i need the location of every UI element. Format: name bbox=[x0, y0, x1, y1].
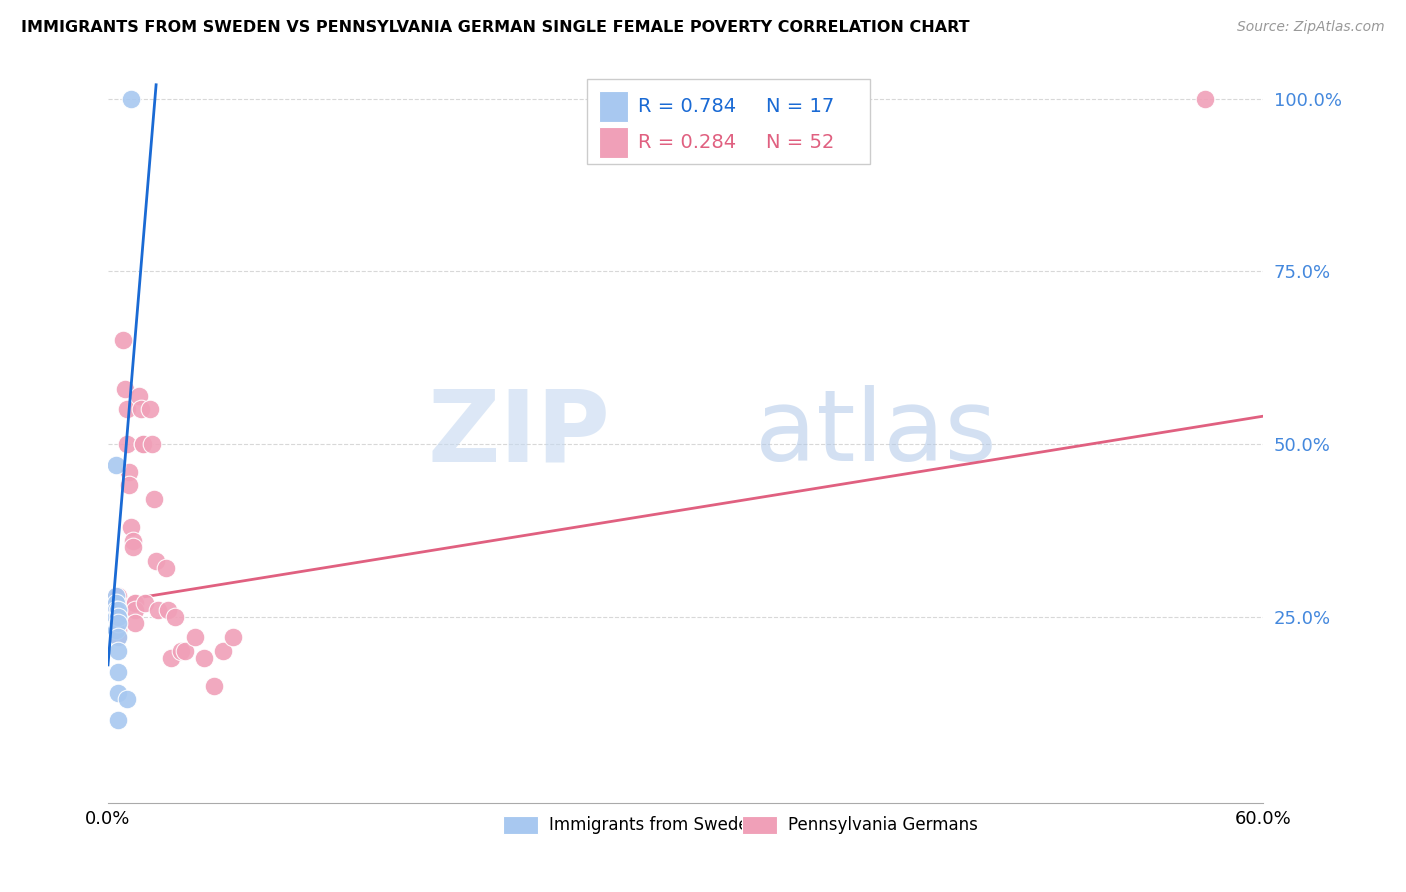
Point bbox=[104, 609, 127, 624]
Point bbox=[122, 533, 145, 548]
Text: ZIP: ZIP bbox=[427, 385, 610, 482]
Point bbox=[115, 402, 138, 417]
Point bbox=[146, 602, 169, 616]
Point bbox=[104, 602, 127, 616]
Text: Source: ZipAtlas.com: Source: ZipAtlas.com bbox=[1237, 20, 1385, 34]
Text: R = 0.784: R = 0.784 bbox=[638, 96, 737, 116]
Point bbox=[120, 520, 142, 534]
Point bbox=[118, 465, 141, 479]
Point bbox=[107, 624, 129, 638]
Point bbox=[118, 478, 141, 492]
Point bbox=[115, 437, 138, 451]
Point bbox=[104, 596, 127, 610]
Text: N = 17: N = 17 bbox=[766, 96, 834, 116]
Point bbox=[128, 388, 150, 402]
Point bbox=[107, 602, 129, 616]
Point bbox=[170, 644, 193, 658]
Point bbox=[174, 644, 197, 658]
Point bbox=[104, 624, 127, 638]
Point bbox=[107, 644, 129, 658]
Point bbox=[124, 616, 146, 631]
Point bbox=[124, 602, 146, 616]
Point bbox=[131, 437, 153, 451]
Point bbox=[107, 685, 129, 699]
Point bbox=[212, 644, 235, 658]
Point bbox=[141, 437, 163, 451]
Point bbox=[155, 561, 177, 575]
Text: atlas: atlas bbox=[755, 385, 997, 482]
Point bbox=[104, 596, 127, 610]
Point bbox=[156, 602, 179, 616]
Point bbox=[134, 596, 156, 610]
Point bbox=[107, 624, 129, 638]
Point bbox=[124, 596, 146, 610]
Point bbox=[104, 589, 127, 603]
Point bbox=[104, 589, 127, 603]
Point bbox=[107, 609, 129, 624]
Text: R = 0.284: R = 0.284 bbox=[638, 133, 737, 152]
Point bbox=[104, 609, 127, 624]
Point bbox=[193, 651, 215, 665]
Point bbox=[104, 609, 127, 624]
Text: IMMIGRANTS FROM SWEDEN VS PENNSYLVANIA GERMAN SINGLE FEMALE POVERTY CORRELATION : IMMIGRANTS FROM SWEDEN VS PENNSYLVANIA G… bbox=[21, 20, 970, 35]
Point bbox=[145, 554, 167, 568]
Point bbox=[107, 630, 129, 644]
Point bbox=[104, 609, 127, 624]
Point bbox=[1194, 92, 1216, 106]
Point bbox=[139, 402, 162, 417]
Point bbox=[107, 616, 129, 631]
Text: Pennsylvania Germans: Pennsylvania Germans bbox=[787, 816, 977, 834]
Point bbox=[131, 437, 153, 451]
Point bbox=[104, 602, 127, 616]
Point bbox=[114, 382, 136, 396]
Point bbox=[124, 596, 146, 610]
Point bbox=[122, 541, 145, 555]
Point bbox=[115, 692, 138, 706]
Point bbox=[183, 630, 205, 644]
Point bbox=[104, 609, 127, 624]
Text: N = 52: N = 52 bbox=[766, 133, 835, 152]
Point bbox=[107, 589, 129, 603]
FancyBboxPatch shape bbox=[588, 78, 870, 164]
Point bbox=[107, 609, 129, 624]
Point bbox=[112, 333, 135, 347]
FancyBboxPatch shape bbox=[599, 90, 627, 121]
Point bbox=[202, 679, 225, 693]
Point bbox=[107, 616, 129, 631]
Point bbox=[107, 596, 129, 610]
Point bbox=[120, 92, 142, 106]
Point bbox=[107, 665, 129, 679]
Point bbox=[107, 630, 129, 644]
Point bbox=[222, 630, 245, 644]
Point bbox=[104, 602, 127, 616]
Point bbox=[160, 651, 183, 665]
Point bbox=[107, 602, 129, 616]
Point bbox=[104, 458, 127, 472]
Point bbox=[107, 713, 129, 727]
Point bbox=[143, 492, 166, 507]
Point bbox=[129, 402, 152, 417]
FancyBboxPatch shape bbox=[599, 127, 627, 158]
Text: Immigrants from Sweden: Immigrants from Sweden bbox=[548, 816, 759, 834]
Point bbox=[165, 609, 187, 624]
Point bbox=[104, 596, 127, 610]
